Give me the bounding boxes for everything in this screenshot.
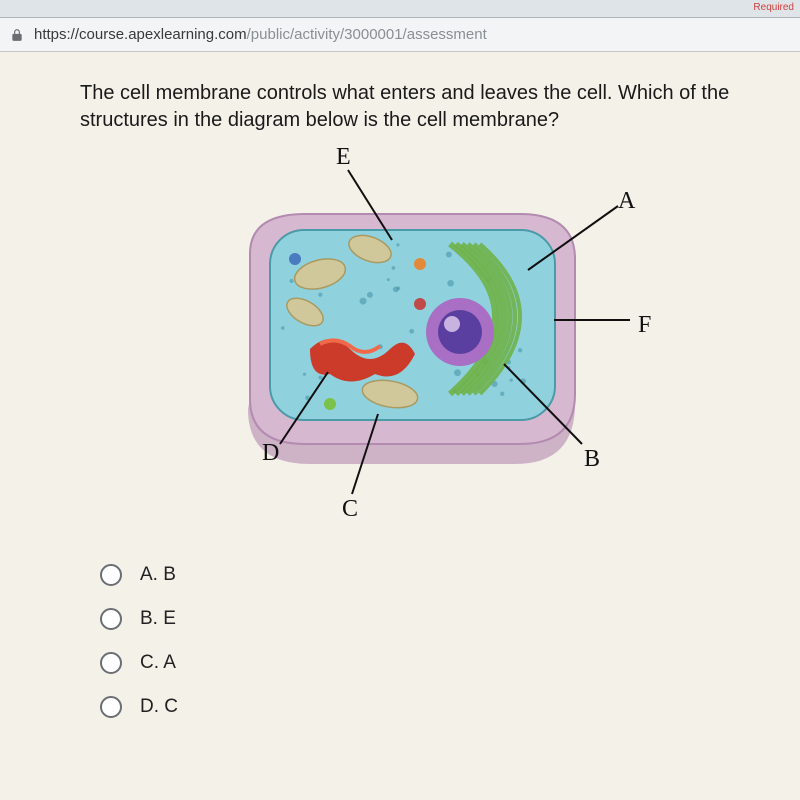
diagram-label-A: A [618, 188, 635, 215]
radio-icon [100, 652, 122, 674]
option-label: A. B [140, 564, 176, 586]
url-path: /public/activity/3000001/assessment [247, 26, 487, 43]
answer-options: A. B B. E C. A D. C [100, 564, 770, 718]
option-C[interactable]: C. A [100, 652, 770, 674]
url-host: https://course.apexlearning.com [34, 26, 247, 43]
diagram-label-C: C [342, 496, 358, 523]
option-A[interactable]: A. B [100, 564, 770, 586]
diagram-label-D: D [262, 440, 279, 467]
url-text: https://course.apexlearning.com/public/a… [34, 26, 487, 43]
cell-diagram: E A F B C D [120, 144, 680, 524]
required-label: Required [753, 2, 794, 13]
browser-top-strip: Required [0, 0, 800, 18]
option-label: C. A [140, 652, 176, 674]
radio-icon [100, 564, 122, 586]
lock-icon [10, 28, 24, 42]
diagram-label-B: B [584, 446, 600, 473]
option-D[interactable]: D. C [100, 696, 770, 718]
radio-icon [100, 608, 122, 630]
option-label: D. C [140, 696, 178, 718]
diagram-label-E: E [336, 144, 351, 171]
option-label: B. E [140, 608, 176, 630]
assessment-page: The cell membrane controls what enters a… [0, 52, 800, 800]
url-bar[interactable]: https://course.apexlearning.com/public/a… [0, 18, 800, 52]
question-text: The cell membrane controls what enters a… [80, 80, 730, 134]
radio-icon [100, 696, 122, 718]
option-B[interactable]: B. E [100, 608, 770, 630]
diagram-label-F: F [638, 312, 651, 339]
